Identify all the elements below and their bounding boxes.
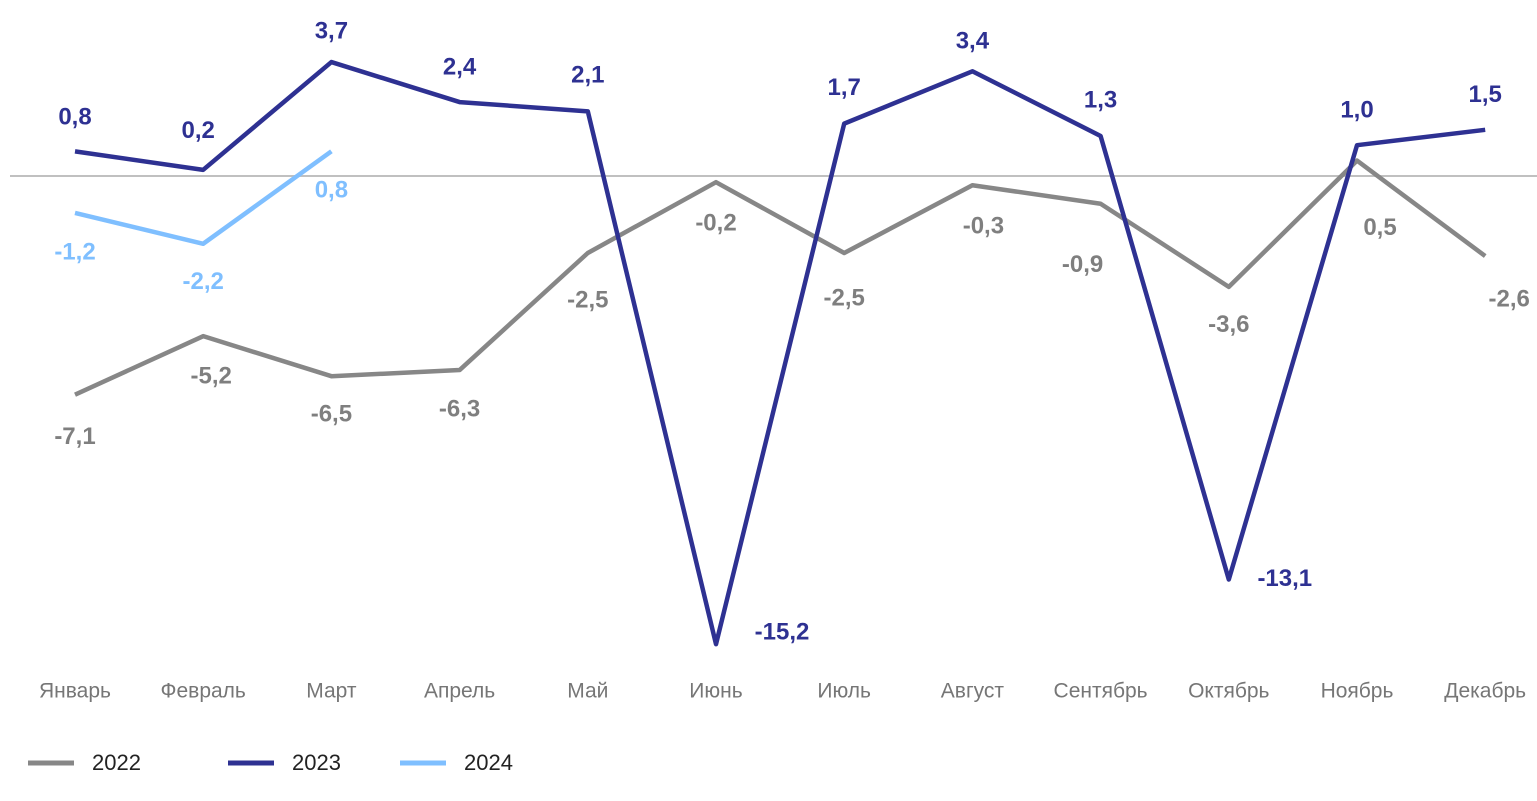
data-label: -0,9 [1062,251,1103,278]
data-label: -3,6 [1208,311,1249,338]
data-label: 1,7 [828,74,861,101]
data-label: 0,8 [58,104,91,131]
data-label: 0,8 [315,177,348,204]
x-tick-label: Июнь [689,680,742,703]
legend-label: 2022 [92,750,141,775]
data-label: -2,2 [183,268,224,295]
data-label: -2,6 [1489,285,1530,312]
series-line [74,59,1486,647]
x-tick-label: Май [567,680,608,703]
data-label: -5,2 [191,363,232,390]
x-tick-label: Февраль [161,680,246,703]
data-label: 3,7 [315,17,348,44]
data-label: 3,4 [956,28,990,55]
data-label: -15,2 [755,619,810,646]
data-label: 2,1 [571,62,604,89]
data-label: -2,5 [824,284,865,311]
series-line [74,158,1487,397]
legend-label: 2023 [292,750,341,775]
data-label: -0,2 [695,210,736,237]
data-label: -1,2 [54,238,95,265]
x-tick-label: Январь [39,680,111,703]
x-tick-label: Ноябрь [1321,680,1394,703]
data-label: 0,2 [182,117,215,144]
data-label: -7,1 [54,423,95,450]
x-tick-label: Август [941,680,1005,703]
x-tick-label: Март [306,680,357,703]
data-label: 2,4 [443,53,477,80]
data-label: -6,3 [439,395,480,422]
data-label: 1,0 [1340,97,1373,124]
data-label: 1,3 [1084,86,1117,113]
data-label: 1,5 [1469,81,1502,108]
x-tick-label: Октябрь [1188,680,1269,703]
data-label: -2,5 [567,286,608,313]
series-line [74,149,333,247]
data-label: -0,3 [963,213,1004,240]
data-label: 0,5 [1363,214,1396,241]
data-label: -6,5 [311,401,352,428]
x-tick-label: Декабрь [1444,680,1526,703]
legend-label: 2024 [464,750,513,775]
x-tick-label: Апрель [424,680,495,703]
x-tick-label: Сентябрь [1054,680,1148,703]
x-tick-label: Июль [817,680,871,703]
data-label: -13,1 [1257,565,1312,592]
